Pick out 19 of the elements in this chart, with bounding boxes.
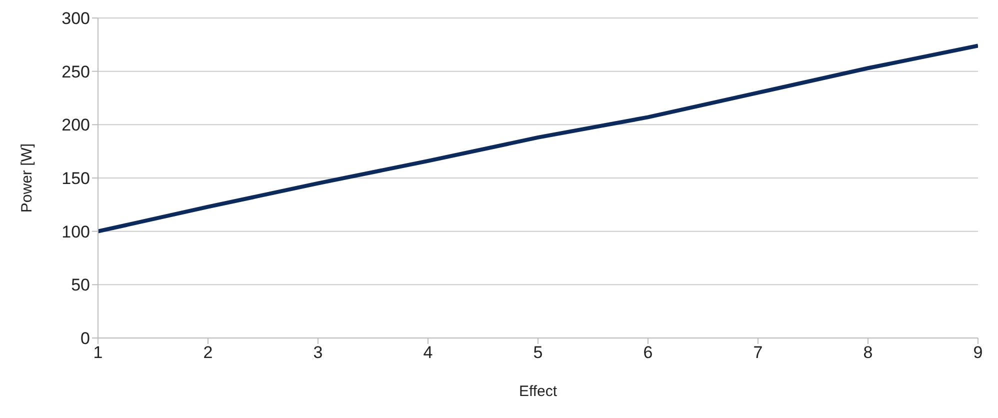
x-tick-label: 4 [423, 343, 433, 362]
x-tick-label: 9 [973, 343, 983, 362]
x-tick-label: 5 [533, 343, 543, 362]
y-tick-label: 250 [62, 62, 90, 82]
x-tick-label: 1 [93, 343, 103, 362]
y-tick-label: 300 [62, 9, 90, 28]
x-tick-label: 6 [643, 343, 653, 362]
x-tick-label: 8 [863, 343, 873, 362]
y-tick-label: 200 [62, 116, 90, 135]
x-axis-title: Effect [518, 383, 558, 400]
y-tick-label: 0 [80, 329, 90, 348]
y-axis-title: Power [W] [18, 143, 36, 213]
y-tick-label: 150 [62, 169, 90, 188]
x-tick-label: 7 [753, 343, 763, 362]
x-tick-label: 2 [203, 343, 213, 362]
y-tick-label: 100 [62, 222, 90, 242]
line-series [98, 44, 978, 234]
y-tick-label: 50 [71, 276, 90, 295]
x-tick-label: 3 [313, 343, 323, 362]
